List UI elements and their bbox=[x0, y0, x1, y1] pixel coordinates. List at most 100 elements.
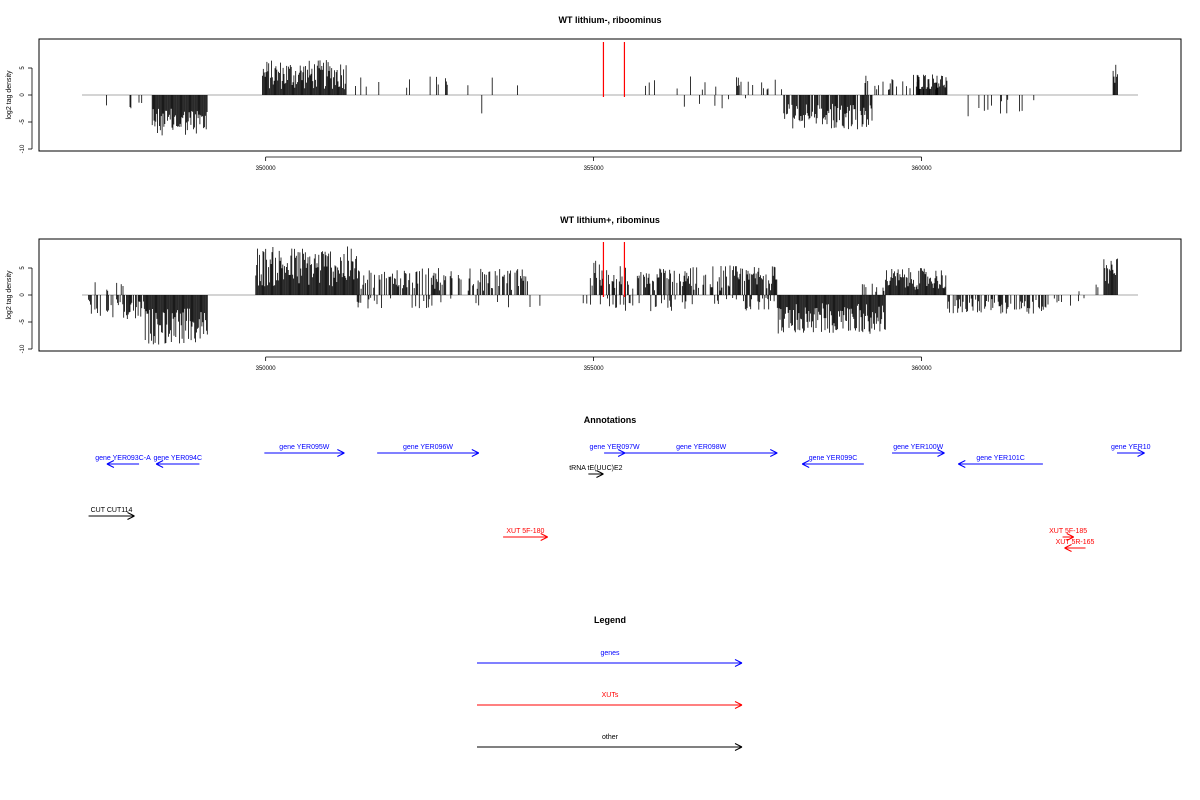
legend: Legend genes XUTs other bbox=[477, 615, 743, 751]
y-axis-label: log2 tag density bbox=[6, 70, 13, 120]
x-axis: 350000 355000 360000 bbox=[256, 356, 933, 372]
x-tick-label: 350000 bbox=[256, 166, 277, 172]
gene-feature: gene YER098W bbox=[625, 444, 778, 457]
feature-arrow-head bbox=[734, 662, 743, 667]
gene-feature: gene YER099C bbox=[801, 455, 864, 468]
feature-arrow-head bbox=[937, 452, 945, 457]
y-tick-label: -10 bbox=[20, 344, 26, 353]
feature-arrow-head bbox=[596, 473, 604, 478]
annotations-track: Annotations gene YER093C-A gene YER094Cge… bbox=[88, 415, 1151, 552]
legend-item-label: genes bbox=[600, 650, 620, 657]
feature-arrow-head bbox=[1066, 533, 1074, 538]
gene-feature: gene YER094C bbox=[153, 455, 202, 468]
y-tick-label: 5 bbox=[20, 66, 26, 70]
y-tick-label: 0 bbox=[20, 93, 26, 97]
feature-arrow-head bbox=[1066, 536, 1074, 541]
y-tick-label: 0 bbox=[20, 293, 26, 297]
feature-arrow-head bbox=[958, 463, 966, 468]
feature-label: tRNA tE(UUC)E2 bbox=[569, 465, 622, 472]
coverage-panel-lithium-plus: WT lithium+, ribominus log2 tag density … bbox=[6, 215, 1182, 372]
plot-frame bbox=[38, 238, 1182, 352]
feature-arrow-head bbox=[540, 533, 548, 538]
feature-arrow-head bbox=[155, 460, 164, 465]
legend-item: genes bbox=[477, 650, 743, 667]
coverage-bars bbox=[82, 246, 1138, 345]
feature-arrow-head bbox=[937, 449, 945, 454]
feature-arrow-head bbox=[734, 704, 743, 709]
legend-item: XUTs bbox=[477, 692, 743, 709]
panel-title: WT lithium+, ribominus bbox=[560, 215, 660, 225]
feature-label: gene YER093C-A bbox=[95, 455, 151, 462]
feature-arrow-head bbox=[106, 460, 115, 465]
coverage-panel-lithium-minus: WT lithium-, riboominus log2 tag density… bbox=[6, 15, 1182, 172]
xut-feature: XUT 5F-185 bbox=[1049, 528, 1087, 541]
feature-label: gene YER097W bbox=[590, 444, 640, 451]
legend-item-label: XUTs bbox=[602, 692, 619, 699]
feature-arrow-head bbox=[596, 470, 604, 475]
plot-frame bbox=[38, 38, 1182, 152]
feature-arrow-head bbox=[1064, 547, 1072, 552]
feature-arrow-head bbox=[127, 512, 135, 517]
legend-items: genes XUTs other bbox=[477, 650, 743, 751]
feature-arrow-head bbox=[337, 452, 345, 457]
feature-arrow-head bbox=[770, 452, 778, 457]
feature-arrow-head bbox=[1137, 452, 1145, 457]
position-markers bbox=[602, 42, 626, 97]
gene-feature: gene YER096W bbox=[377, 444, 480, 457]
feature-arrow-head bbox=[801, 463, 810, 468]
annotations-title: Annotations bbox=[584, 415, 637, 425]
y-axis-label: log2 tag density bbox=[6, 270, 13, 320]
feature-arrow-head bbox=[770, 449, 778, 454]
feature-arrow-head bbox=[1064, 544, 1072, 549]
gene-feature: gene YER093C-A bbox=[95, 455, 151, 468]
xut-feature: XUT 5R-165 bbox=[1056, 539, 1095, 552]
feature-label: CUT CUT114 bbox=[91, 507, 133, 514]
gene-feature: gene YER10 bbox=[1111, 444, 1151, 457]
feature-arrow-head bbox=[337, 449, 345, 454]
feature-label: XUT 5F-180 bbox=[506, 528, 544, 535]
gene-feature: gene YER095W bbox=[264, 444, 345, 457]
panel-title: WT lithium-, riboominus bbox=[559, 15, 662, 25]
y-tick-label: 5 bbox=[20, 266, 26, 270]
y-tick-label: -10 bbox=[20, 144, 26, 153]
position-markers bbox=[602, 242, 626, 297]
other-feature: CUT CUT114 bbox=[88, 507, 135, 520]
feature-label: gene YER100W bbox=[893, 444, 943, 451]
feature-arrow-head bbox=[801, 460, 810, 465]
feature-label: XUT 5F-185 bbox=[1049, 528, 1087, 535]
y-tick-label: -5 bbox=[20, 119, 26, 125]
feature-arrow-head bbox=[540, 536, 548, 541]
x-axis: 350000 355000 360000 bbox=[256, 156, 932, 172]
feature-arrow-head bbox=[127, 515, 135, 520]
feature-label: gene YER101C bbox=[976, 455, 1025, 462]
gene-feature: gene YER100W bbox=[892, 444, 945, 457]
y-axis: -10 -5 0 5 bbox=[20, 66, 33, 153]
feature-arrow-head bbox=[471, 452, 480, 457]
feature-arrow-head bbox=[617, 452, 626, 457]
feature-label: gene YER096W bbox=[403, 444, 453, 451]
feature-label: gene YER10 bbox=[1111, 444, 1151, 451]
feature-label: gene YER098W bbox=[676, 444, 726, 451]
other-feature: tRNA tE(UUC)E2 bbox=[569, 465, 623, 478]
x-tick-label: 360000 bbox=[912, 366, 933, 372]
feature-arrow-head bbox=[734, 743, 743, 748]
feature-arrow-head bbox=[734, 659, 743, 664]
xut-feature: XUT 5F-180 bbox=[503, 528, 548, 541]
feature-arrow-head bbox=[734, 746, 743, 751]
gene-feature: gene YER101C bbox=[958, 455, 1043, 468]
feature-arrow-head bbox=[155, 463, 164, 468]
feature-arrow-head bbox=[471, 449, 480, 454]
feature-label: gene YER094C bbox=[153, 455, 202, 462]
feature-arrow-head bbox=[734, 701, 743, 706]
x-tick-label: 355000 bbox=[584, 366, 605, 372]
gene-feature: gene YER097W bbox=[590, 444, 640, 457]
coverage-bars bbox=[82, 60, 1138, 136]
feature-label: gene YER095W bbox=[279, 444, 329, 451]
feature-arrow-head bbox=[617, 449, 626, 454]
annotation-features: gene YER093C-A gene YER094C gene YER095W ge… bbox=[88, 444, 1151, 552]
x-tick-label: 350000 bbox=[256, 366, 277, 372]
feature-label: gene YER099C bbox=[809, 455, 858, 462]
y-tick-label: -5 bbox=[20, 319, 26, 325]
legend-item-label: other bbox=[602, 734, 619, 741]
